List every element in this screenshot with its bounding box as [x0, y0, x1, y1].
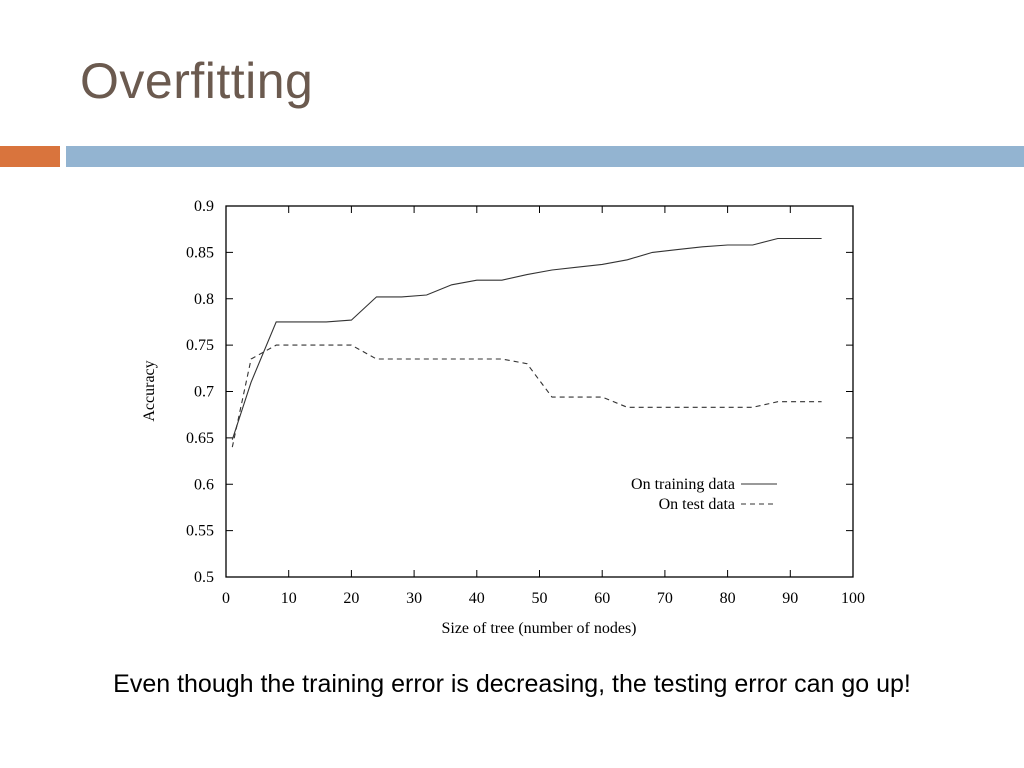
y-tick-label: 0.75	[186, 337, 214, 354]
x-tick-label: 10	[281, 590, 297, 607]
plot-area	[225, 205, 854, 578]
y-tick-label: 0.9	[194, 198, 214, 215]
series-lines	[231, 237, 822, 448]
y-tick-label: 0.5	[194, 569, 214, 586]
plot-frame	[225, 205, 854, 578]
x-tick-label: 30	[406, 590, 422, 607]
slide-title: Overfitting	[80, 53, 314, 109]
x-tick-label: 70	[657, 590, 673, 607]
x-tick-label: 60	[594, 590, 610, 607]
x-axis-label: Size of tree (number of nodes)	[441, 620, 636, 637]
slide-caption: Even though the training error is decrea…	[113, 670, 911, 698]
legend-label: On test data	[659, 496, 735, 513]
x-tick-label: 40	[469, 590, 485, 607]
title-accent-bar	[0, 146, 60, 167]
y-tick-label: 0.7	[194, 384, 214, 401]
y-axis-label: Accuracy	[141, 360, 158, 421]
axis-ticks: 0 10 20 30 40 50 60 70 80 90 100 0.5 0.55 0.6 0.65 0.7 0…	[186, 198, 865, 607]
x-tick-label: 100	[841, 590, 865, 607]
legend: On training data On test data	[631, 476, 777, 513]
y-tick-label: 0.6	[194, 476, 214, 493]
training-data-line	[231, 237, 822, 440]
y-tick-label: 0.55	[186, 523, 214, 540]
test-data-line	[231, 344, 822, 448]
x-tick-label: 80	[720, 590, 736, 607]
y-tick-label: 0.85	[186, 244, 214, 261]
y-tick-label: 0.8	[194, 291, 214, 308]
legend-label: On training data	[631, 476, 735, 493]
y-tick-label: 0.65	[186, 430, 214, 447]
x-tick-label: 0	[222, 590, 230, 607]
x-tick-label: 50	[532, 590, 548, 607]
x-tick-label: 20	[343, 590, 359, 607]
title-divider-bar	[66, 146, 1024, 167]
x-tick-label: 90	[782, 590, 798, 607]
